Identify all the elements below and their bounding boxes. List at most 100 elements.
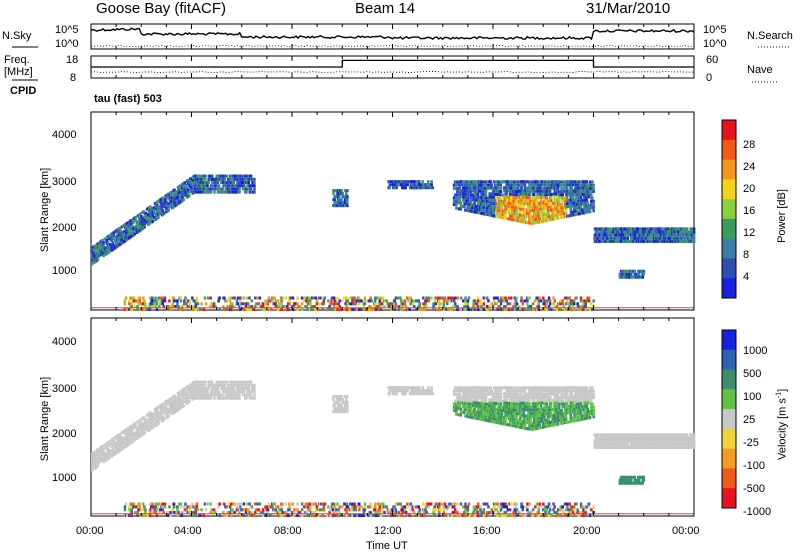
echo-cell: [547, 186, 551, 190]
echo-cell: [134, 215, 137, 219]
echo-cell: [167, 305, 170, 309]
echo-cell: [546, 415, 550, 419]
echo-cell: [552, 408, 555, 411]
echo-cell: [151, 299, 154, 303]
echo-cell: [482, 308, 486, 311]
echo-cell: [480, 386, 483, 390]
echo-cell: [240, 387, 244, 390]
echo-cell: [578, 392, 582, 396]
echo-cell: [206, 393, 209, 397]
echo-cell: [94, 456, 97, 460]
echo-cell: [530, 421, 534, 425]
echo-cell: [559, 302, 562, 306]
echo-cell: [103, 237, 107, 241]
echo-cell: [181, 195, 184, 199]
echo-cell: [204, 177, 207, 181]
echo-cell: [423, 308, 426, 311]
echo-cell: [633, 269, 636, 273]
echo-cell: [516, 412, 520, 416]
echo-cell: [530, 408, 534, 412]
echo-cell: [563, 202, 567, 206]
echo-cell: [315, 299, 319, 303]
echo-cell: [233, 296, 236, 300]
echo-cell: [560, 212, 563, 216]
echo-cell: [131, 430, 134, 434]
echo-cell: [143, 425, 146, 428]
echo-cell: [96, 448, 100, 452]
echo-cell: [494, 405, 497, 408]
echo-cell: [254, 296, 257, 300]
echo-cell: [588, 180, 592, 184]
echo-cell: [584, 305, 587, 309]
echo-cell: [543, 302, 546, 306]
echo-cell: [538, 392, 542, 396]
echo-cell: [340, 395, 343, 399]
echo-cell: [322, 302, 326, 306]
echo-cell: [544, 392, 547, 396]
echo-cell: [521, 308, 524, 311]
echo-cell: [91, 468, 94, 472]
echo-cell: [459, 401, 463, 405]
echo-cell: [464, 296, 467, 300]
echo-cell: [245, 190, 248, 194]
echo-cell: [506, 195, 510, 199]
echo-cell: [161, 299, 164, 303]
echo-cell: [178, 390, 182, 394]
echo-cell: [112, 243, 116, 247]
echo-cell: [135, 299, 138, 303]
echo-cell: [520, 204, 523, 208]
echo-cell: [194, 396, 198, 400]
echo-cell: [463, 192, 466, 196]
echo-cell: [692, 230, 696, 234]
echo-cell: [343, 201, 347, 205]
echo-cell: [550, 411, 553, 415]
echo-cell: [393, 299, 396, 303]
echo-cell: [156, 203, 159, 207]
echo-cell: [153, 417, 157, 421]
echo-cell: [433, 308, 436, 311]
echo-cell: [473, 302, 476, 306]
echo-cell: [494, 199, 497, 202]
echo-cell: [423, 305, 426, 309]
echo-cell: [382, 296, 385, 300]
echo-cell: [190, 392, 193, 396]
echo-cell: [473, 299, 476, 303]
echo-cell: [467, 296, 471, 300]
echo-cell: [510, 199, 513, 203]
echo-cell: [110, 441, 113, 445]
echo-cell: [623, 272, 626, 276]
echo-cell: [298, 305, 302, 309]
echo-cell: [169, 308, 172, 311]
echo-cell: [369, 296, 372, 300]
echo-cell: [486, 180, 489, 184]
echo-cell: [513, 411, 516, 415]
echo-cell: [346, 410, 349, 414]
echo-cell: [582, 408, 585, 412]
echo-cell: [513, 302, 516, 306]
echo-cell: [534, 308, 537, 311]
echo-cell: [185, 186, 189, 190]
echo-cell: [680, 236, 683, 240]
echo-cell: [220, 190, 223, 194]
echo-cell: [537, 305, 540, 309]
echo-cell: [133, 232, 136, 236]
echo-cell: [130, 308, 133, 311]
echo-cell: [532, 193, 536, 196]
echo-cell: [413, 183, 416, 187]
echo-cell: [497, 186, 500, 190]
beam-label: Beam 14: [355, 0, 416, 17]
echo-cell: [447, 308, 450, 311]
echo-cell: [161, 402, 165, 406]
echo-cell: [488, 198, 491, 202]
echo-cell: [504, 296, 507, 300]
echo-cell: [347, 308, 351, 311]
echo-cell: [572, 407, 576, 411]
echo-cell: [526, 302, 529, 306]
echo-cell: [530, 215, 534, 219]
echo-cell: [273, 296, 276, 300]
echo-cell: [556, 186, 560, 190]
echo-cell: [514, 299, 518, 303]
echo-cell: [398, 305, 401, 309]
echo-cell: [500, 206, 504, 210]
echo-cell: [528, 296, 531, 300]
